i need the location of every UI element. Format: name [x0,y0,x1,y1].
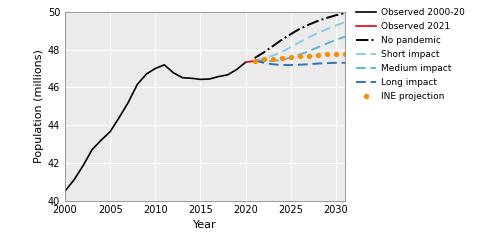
X-axis label: Year: Year [193,220,217,230]
Y-axis label: Population (millions): Population (millions) [34,49,43,163]
Legend: Observed 2000-20, Observed 2021, No pandemic, Short impact, Medium impact, Long : Observed 2000-20, Observed 2021, No pand… [356,8,465,101]
